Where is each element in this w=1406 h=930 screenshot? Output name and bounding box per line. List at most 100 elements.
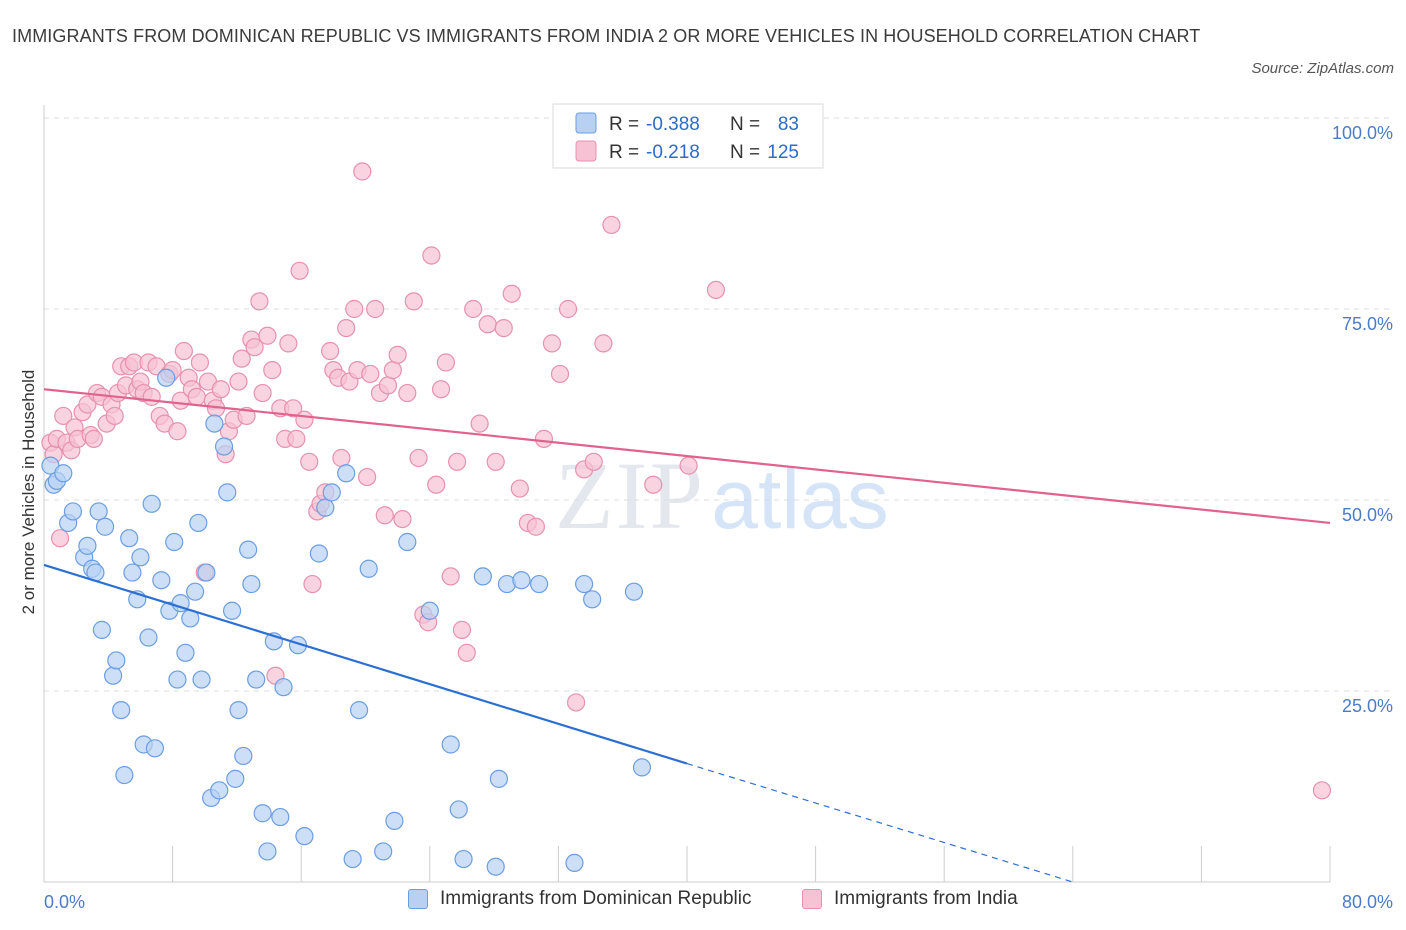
y-tick-label-50: 50.0% xyxy=(1342,505,1393,525)
dominican-point xyxy=(229,700,248,720)
chart-source: Source: ZipAtlas.com xyxy=(1251,60,1394,77)
india-point xyxy=(378,376,398,395)
india-point xyxy=(566,693,586,712)
dominican-trend-extension xyxy=(686,763,1073,883)
india-point xyxy=(142,387,161,406)
series-india-points xyxy=(41,162,1332,800)
india-point xyxy=(422,246,441,265)
x-tick-label-min: 0.0% xyxy=(44,892,85,912)
watermark-atlas: atlas xyxy=(711,452,888,546)
dominican-point xyxy=(123,563,142,582)
dominican-point xyxy=(239,540,258,559)
india-point xyxy=(84,429,103,448)
dominican-point xyxy=(168,670,187,689)
legend-n-value-1: 83 xyxy=(778,114,799,135)
dominican-point xyxy=(197,563,216,582)
dominican-point xyxy=(512,571,531,590)
india-point xyxy=(441,567,460,586)
india-point xyxy=(478,315,497,334)
dominican-point xyxy=(210,781,229,800)
series-legend-item-dominican: Immigrants from Dominican Republic xyxy=(408,888,752,910)
india-point xyxy=(321,341,340,361)
legend-swatch-blue xyxy=(575,112,597,134)
india-point xyxy=(50,529,70,548)
india-point xyxy=(448,452,467,471)
dominican-point xyxy=(112,700,131,720)
dominican-point xyxy=(120,529,139,548)
dominican-point xyxy=(258,842,277,861)
dominican-point xyxy=(192,670,211,689)
legend-n-label-2: N = xyxy=(730,142,765,163)
dominican-point xyxy=(54,464,73,483)
dominican-point xyxy=(420,601,439,620)
dominican-point xyxy=(274,678,293,697)
india-point xyxy=(258,326,277,345)
india-point xyxy=(452,620,472,639)
legend-n-label-1: N = xyxy=(730,114,765,135)
india-point xyxy=(494,319,513,338)
dominican-point xyxy=(78,536,97,555)
india-point xyxy=(253,383,272,403)
india-point xyxy=(383,361,402,380)
legend-r-label-2: R = xyxy=(609,142,644,163)
india-point xyxy=(290,261,309,280)
dominican-point xyxy=(63,502,83,521)
dominican-point xyxy=(337,464,356,483)
india-point xyxy=(358,467,377,487)
dominican-point xyxy=(222,601,242,620)
india-point xyxy=(168,422,187,441)
series-legend-label-dominican: Immigrants from Dominican Republic xyxy=(440,888,752,909)
india-point xyxy=(526,517,545,536)
india-point xyxy=(229,372,248,391)
dominican-point xyxy=(398,532,417,552)
india-point xyxy=(284,399,303,418)
india-point xyxy=(279,334,298,353)
dominican-point xyxy=(205,414,224,433)
india-point xyxy=(409,448,428,468)
dominican-point xyxy=(343,849,362,869)
dominican-point xyxy=(165,532,184,552)
legend-r-label-1: R = xyxy=(609,114,644,135)
dominican-point xyxy=(309,544,328,563)
y-tick-labels: 100.0% 75.0% 50.0% 25.0% xyxy=(1332,123,1393,716)
dominican-point xyxy=(218,483,237,502)
series-dominican-points xyxy=(41,368,652,876)
india-point xyxy=(174,341,193,361)
series-legend-swatch-blue xyxy=(408,889,428,909)
india-point xyxy=(337,319,356,338)
india-point xyxy=(464,299,483,319)
india-point xyxy=(542,334,562,353)
dominican-point xyxy=(157,368,176,387)
india-point xyxy=(250,292,269,311)
dominican-point xyxy=(92,620,111,639)
x-tick-label-max: 80.0% xyxy=(1342,892,1393,912)
dominican-point xyxy=(316,498,335,517)
x-tick-labels: 0.0% 80.0% xyxy=(44,892,1393,912)
correlation-legend: R = -0.388 N = 83 R = -0.218 N = 125 xyxy=(552,103,824,169)
india-point xyxy=(457,643,476,662)
india-point xyxy=(303,574,322,594)
india-point xyxy=(287,429,306,448)
india-point xyxy=(388,345,407,364)
india-point xyxy=(436,353,455,372)
series-legend-label-india: Immigrants from India xyxy=(834,888,1018,909)
india-point xyxy=(345,299,364,319)
india-point xyxy=(486,452,505,471)
india-point xyxy=(602,215,621,235)
india-point xyxy=(398,383,417,403)
dominican-point xyxy=(486,857,505,876)
dominican-point xyxy=(359,559,378,578)
dominican-point xyxy=(385,811,404,830)
dominican-point xyxy=(441,735,460,754)
dominican-point xyxy=(271,807,290,827)
series-legend-item-india: Immigrants from India xyxy=(802,888,1018,910)
dominican-point xyxy=(632,758,652,777)
india-point xyxy=(353,162,372,181)
dominican-point xyxy=(226,769,245,788)
dominican-point xyxy=(575,574,594,594)
dominican-point xyxy=(104,666,123,685)
india-point xyxy=(594,334,613,353)
dominican-point xyxy=(242,574,261,594)
legend-n-value-2: 125 xyxy=(767,142,799,163)
series-legend-swatch-pink xyxy=(802,889,822,909)
